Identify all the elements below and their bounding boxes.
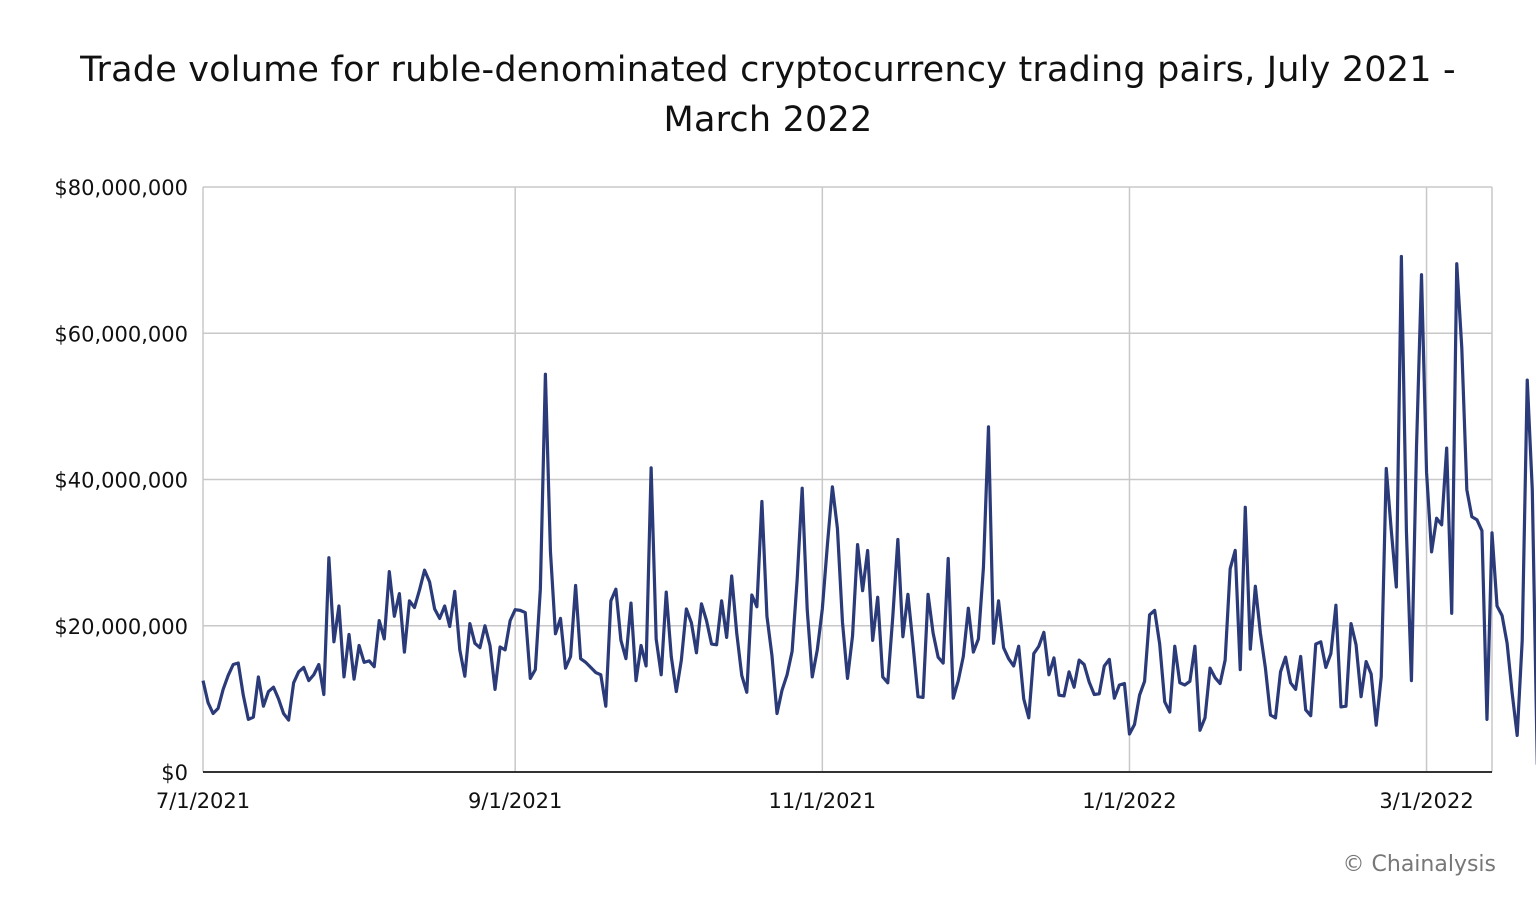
- series-line: [201, 254, 1536, 765]
- gridlines: [202, 186, 1493, 772]
- x-tick-label: 7/1/2021: [156, 789, 250, 813]
- chart-title-line-1: Trade volume for ruble-denominated crypt…: [80, 50, 1456, 90]
- x-tick-label: 9/1/2021: [468, 789, 562, 813]
- y-tick-label: $60,000,000: [54, 322, 188, 346]
- y-tick-label: $20,000,000: [54, 615, 188, 639]
- x-tick-label: 1/1/2022: [1082, 789, 1176, 813]
- chart-title-line-2: March 2022: [663, 100, 873, 140]
- x-tick-label: 11/1/2021: [768, 789, 876, 813]
- x-tick-label: 3/1/2022: [1379, 789, 1473, 813]
- y-tick-label: $80,000,000: [54, 176, 188, 200]
- y-tick-label: $0: [161, 761, 188, 785]
- x-axis-tick-labels: 7/1/2021 9/1/2021 11/1/2021 1/1/2022 3/1/202…: [156, 789, 1474, 813]
- y-axis-tick-labels: $0 $20,000,000 $40,000,000 $60,000,000 $80,0…: [54, 176, 188, 785]
- y-tick-label: $40,000,000: [54, 469, 188, 493]
- chainalysis-credit: © Chainalysis: [1342, 852, 1496, 877]
